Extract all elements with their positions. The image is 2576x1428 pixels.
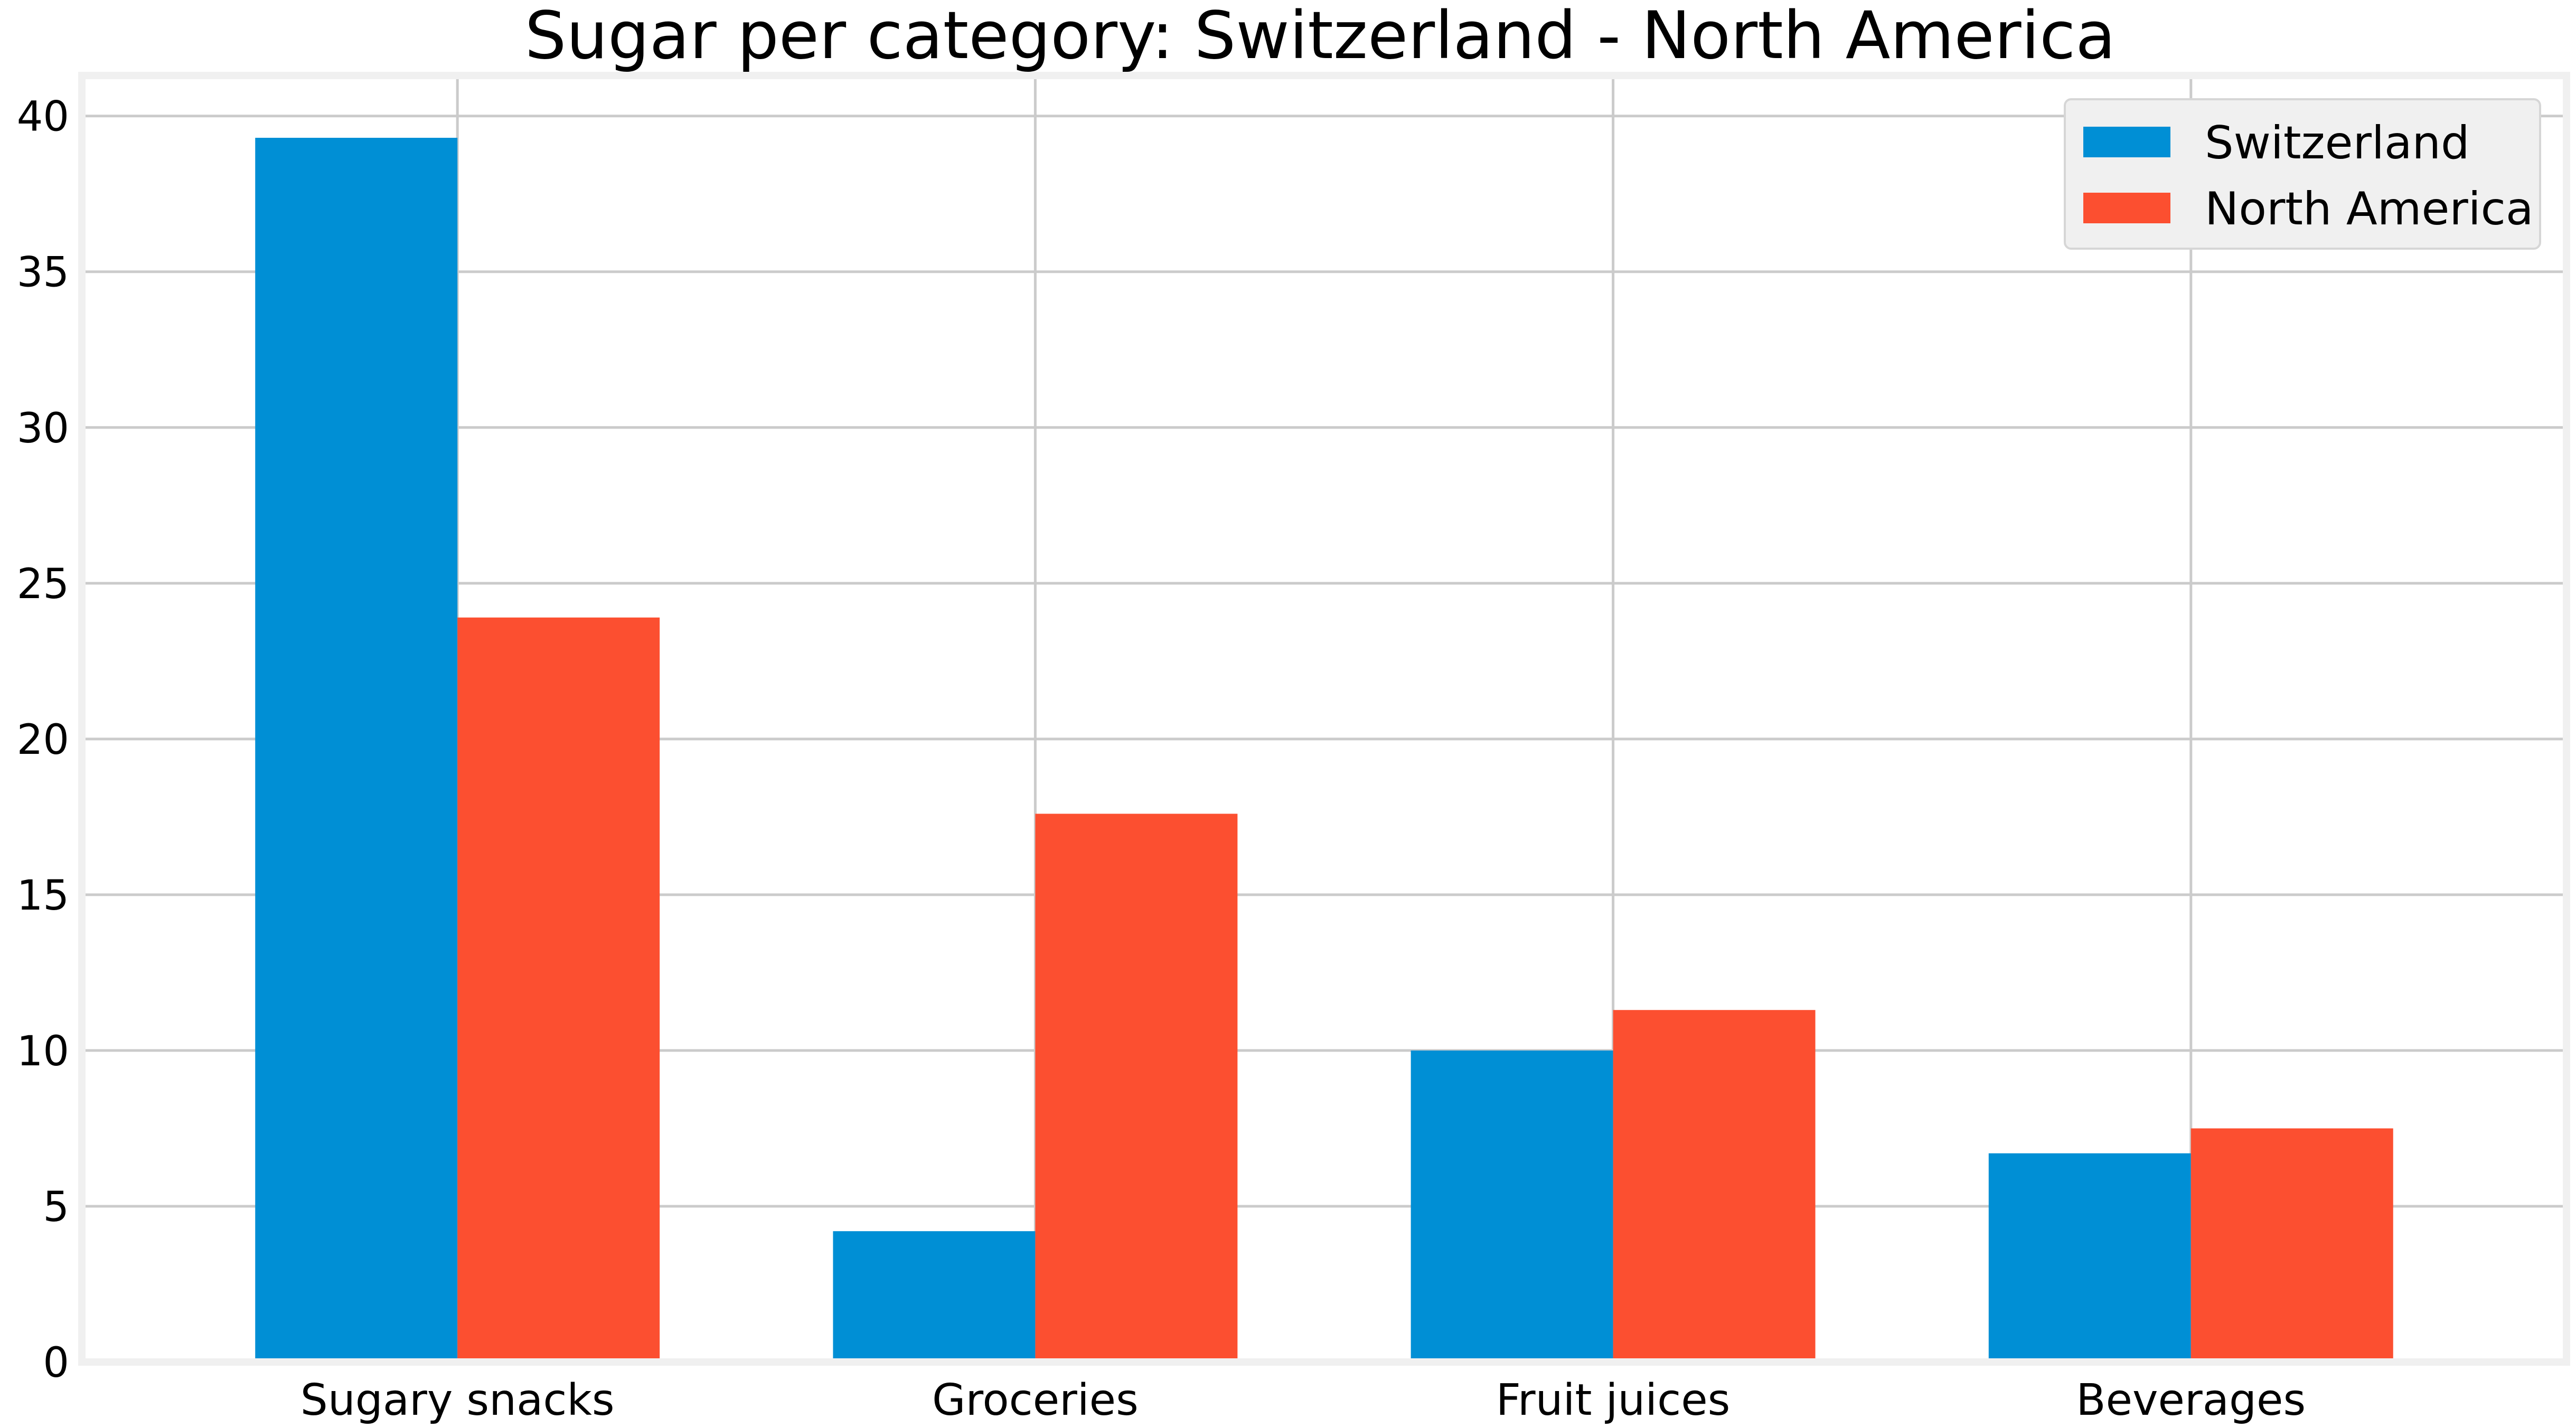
bar-north-america — [1035, 814, 1238, 1362]
y-tick-label: 0 — [43, 1339, 69, 1387]
legend: Switzerland North America — [2064, 98, 2541, 250]
y-tick-label: 15 — [17, 872, 69, 920]
legend-swatch — [2083, 127, 2170, 157]
bar-north-america — [2190, 1128, 2393, 1362]
axes-border — [78, 72, 2570, 1366]
x-tick-label: Groceries — [932, 1375, 1139, 1425]
y-tick-label: 5 — [43, 1184, 69, 1231]
y-tick-label: 30 — [17, 405, 69, 452]
y-tick-label: 40 — [17, 93, 69, 141]
bars — [255, 138, 2393, 1362]
y-tick-label: 20 — [17, 716, 69, 764]
legend-swatch — [2083, 193, 2170, 223]
x-tick-label: Beverages — [2076, 1375, 2306, 1425]
x-tick-label: Sugary snacks — [300, 1375, 615, 1425]
bar-switzerland — [255, 138, 458, 1362]
y-tick-label: 10 — [17, 1028, 69, 1075]
x-tick-label: Fruit juices — [1496, 1375, 1731, 1425]
legend-label: Switzerland — [2205, 117, 2470, 169]
bar-switzerland — [1411, 1050, 1613, 1362]
y-tick-label: 35 — [17, 249, 69, 297]
bar-north-america — [1613, 1010, 1816, 1362]
axes-frame — [78, 72, 2570, 1366]
y-tick-label: 25 — [17, 561, 69, 608]
legend-label: North America — [2205, 183, 2534, 235]
bar-north-america — [457, 617, 660, 1362]
bar-switzerland — [1988, 1153, 2191, 1362]
bar-switzerland — [833, 1231, 1036, 1362]
legend-box — [2064, 98, 2541, 250]
chart-title: Sugar per category: Switzerland - North … — [525, 0, 2116, 74]
tick-labels: 0 5 10 15 20 25 30 35 40 Sugary snacks Groceries Fr… — [17, 93, 2306, 1425]
